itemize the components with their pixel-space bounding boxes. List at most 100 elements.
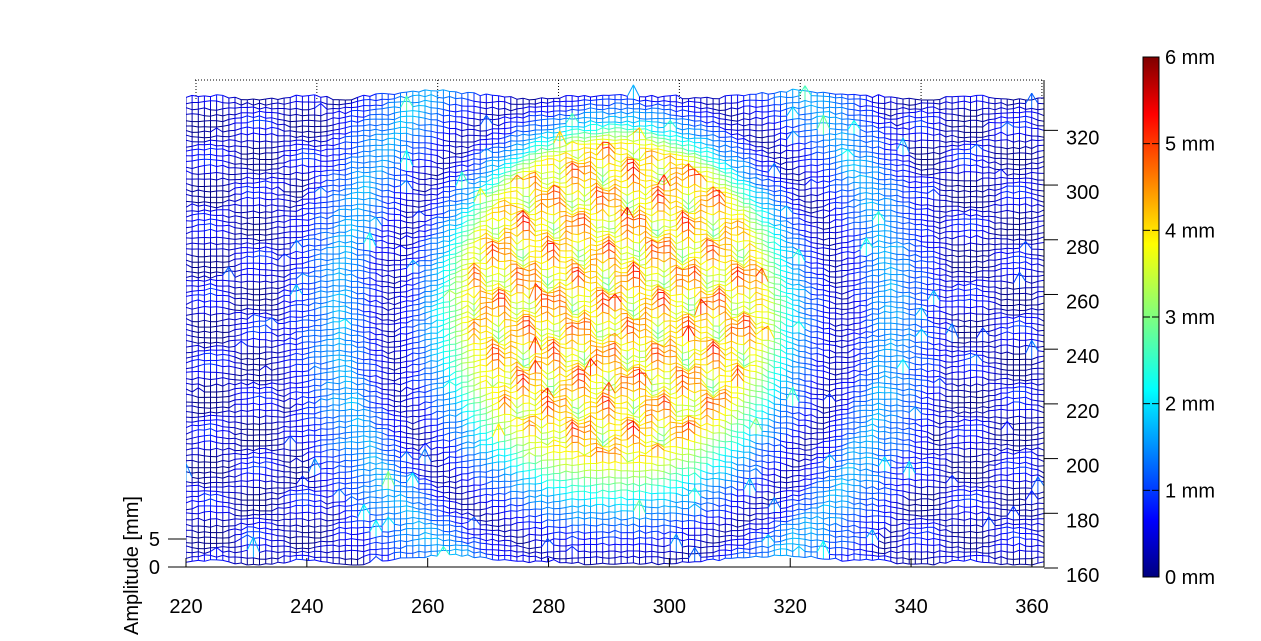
mesh-segment bbox=[848, 170, 854, 171]
mesh-segment bbox=[523, 143, 529, 145]
mesh-segment bbox=[511, 163, 517, 164]
mesh-segment bbox=[762, 161, 768, 162]
mesh-segment bbox=[1038, 184, 1044, 185]
mesh-segment bbox=[915, 182, 921, 183]
mesh-segment bbox=[731, 108, 737, 109]
mesh-segment bbox=[223, 191, 229, 192]
mesh-segment bbox=[431, 102, 437, 103]
mesh-segment bbox=[1013, 148, 1019, 149]
mesh-segment bbox=[983, 122, 989, 127]
mesh-segment bbox=[707, 104, 713, 105]
mesh-segment bbox=[872, 147, 878, 148]
mesh-segment bbox=[787, 188, 793, 189]
mesh-segment bbox=[903, 186, 909, 187]
mesh-segment bbox=[872, 162, 878, 164]
mesh-segment bbox=[701, 171, 707, 172]
mesh-segment bbox=[486, 107, 492, 109]
mesh-segment bbox=[866, 95, 872, 97]
mesh-segment bbox=[474, 177, 480, 180]
mesh-segment bbox=[333, 138, 339, 139]
mesh-segment bbox=[566, 137, 572, 138]
mesh-segment bbox=[204, 131, 210, 132]
mesh-segment bbox=[658, 149, 664, 151]
mesh-segment bbox=[548, 129, 554, 130]
mesh-segment bbox=[370, 156, 376, 157]
mesh-segment bbox=[897, 117, 903, 119]
mesh-segment bbox=[260, 107, 266, 109]
mesh-segment bbox=[535, 148, 541, 152]
mesh-segment bbox=[719, 103, 725, 104]
mesh-segment bbox=[817, 164, 823, 166]
mesh-segment bbox=[811, 92, 817, 93]
mesh-segment bbox=[321, 120, 327, 121]
mesh-segment bbox=[799, 107, 805, 109]
mesh-segment bbox=[866, 132, 872, 133]
mesh-segment bbox=[542, 152, 548, 153]
mesh-segment bbox=[456, 129, 462, 131]
mesh-segment bbox=[284, 166, 290, 167]
mesh-segment bbox=[1001, 169, 1007, 175]
mesh-segment bbox=[456, 180, 462, 181]
mesh-segment bbox=[345, 162, 351, 165]
mesh-segment bbox=[995, 128, 1001, 129]
mesh-segment bbox=[235, 128, 241, 130]
mesh-segment bbox=[1026, 172, 1032, 174]
mesh-segment bbox=[492, 160, 498, 161]
mesh-segment bbox=[872, 136, 878, 138]
mesh-segment bbox=[1026, 147, 1032, 149]
mesh-segment bbox=[934, 182, 940, 184]
mesh-segment bbox=[352, 162, 358, 163]
mesh-segment bbox=[958, 144, 964, 146]
mesh-segment bbox=[413, 177, 419, 179]
mesh-segment bbox=[1001, 132, 1007, 135]
mesh-segment bbox=[309, 149, 315, 150]
mesh-segment bbox=[388, 129, 394, 130]
mesh-segment bbox=[823, 186, 829, 188]
mesh-segment bbox=[566, 129, 572, 131]
mesh-segment bbox=[1038, 162, 1044, 164]
mesh-segment bbox=[940, 152, 946, 154]
mesh-segment bbox=[915, 111, 921, 113]
mesh-segment bbox=[548, 125, 554, 126]
mesh-segment bbox=[744, 153, 750, 154]
mesh-segment bbox=[529, 146, 535, 148]
mesh-segment bbox=[1020, 103, 1026, 104]
mesh-segment bbox=[848, 119, 854, 120]
mesh-segment bbox=[719, 145, 725, 147]
mesh-segment bbox=[260, 103, 266, 105]
mesh-segment bbox=[247, 153, 253, 154]
mesh-segment bbox=[278, 141, 284, 142]
mesh-segment bbox=[499, 138, 505, 140]
mesh-segment bbox=[793, 96, 799, 98]
mesh-segment bbox=[799, 179, 805, 181]
mesh-segment bbox=[731, 151, 737, 153]
mesh-segment bbox=[793, 184, 799, 185]
mesh-segment bbox=[744, 144, 750, 145]
mesh-segment bbox=[211, 115, 217, 117]
mesh-segment bbox=[358, 146, 364, 147]
mesh-segment bbox=[750, 167, 756, 170]
mesh-segment bbox=[787, 183, 793, 184]
mesh-segment bbox=[1026, 135, 1032, 136]
mesh-segment bbox=[707, 121, 713, 123]
mesh-segment bbox=[572, 159, 578, 162]
mesh-surface bbox=[186, 85, 1044, 565]
mesh-segment bbox=[707, 97, 713, 98]
mesh-segment bbox=[370, 145, 376, 146]
mesh-segment bbox=[339, 148, 345, 149]
mesh-segment bbox=[940, 102, 946, 104]
mesh-segment bbox=[529, 154, 535, 155]
mesh-segment bbox=[928, 153, 934, 154]
mesh-segment bbox=[456, 153, 462, 154]
mesh-segment bbox=[425, 184, 431, 185]
mesh-segment bbox=[407, 141, 413, 142]
mesh-segment bbox=[891, 114, 897, 117]
mesh-segment bbox=[695, 157, 701, 159]
mesh-segment bbox=[474, 153, 480, 154]
mesh-segment bbox=[750, 182, 756, 184]
mesh-segment bbox=[707, 139, 713, 141]
mesh-segment bbox=[204, 173, 210, 174]
mesh-segment bbox=[511, 154, 517, 155]
mesh-segment bbox=[204, 144, 210, 145]
mesh-segment bbox=[535, 125, 541, 126]
